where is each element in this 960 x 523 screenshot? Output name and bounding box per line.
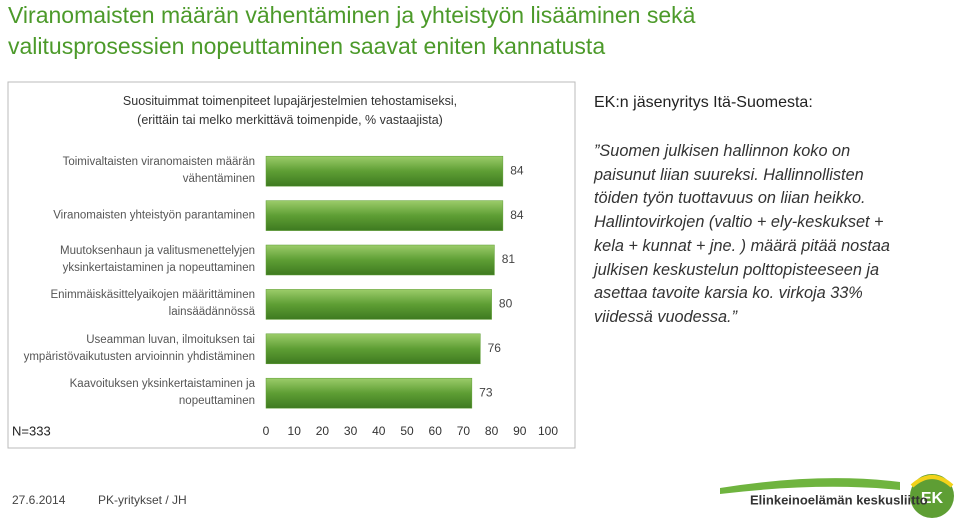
- logo-text: EK: [921, 490, 944, 507]
- chart-title: Suosituimmat toimenpiteet lupajärjestelm…: [122, 94, 458, 127]
- x-tick-label: 100: [538, 424, 558, 438]
- value-label: 84: [510, 208, 524, 222]
- category-label: Enimmäiskäsittelyaikojen määrittäminen l…: [50, 289, 255, 319]
- value-label: 84: [510, 163, 524, 177]
- x-tick-label: 10: [288, 424, 302, 438]
- x-tick-label: 50: [400, 424, 414, 438]
- quote-text: ”Suomen julkisen hallinnon koko on paisu…: [594, 142, 890, 326]
- bar: [265, 333, 481, 365]
- x-tick-label: 40: [372, 424, 386, 438]
- quote-heading: EK:n jäsenyritys Itä-Suomesta:: [594, 94, 813, 111]
- x-tick-label: 30: [344, 424, 358, 438]
- value-label: 80: [499, 297, 513, 311]
- x-tick-label: 60: [429, 424, 443, 438]
- bar: [265, 200, 504, 231]
- logo-swoosh: [720, 478, 900, 494]
- bar: [265, 244, 495, 276]
- footer-date: 27.6.2014: [12, 493, 66, 507]
- category-label: Viranomaisten yhteistyön parantaminen: [53, 209, 255, 222]
- x-tick-label: 70: [457, 424, 471, 438]
- x-tick-label: 20: [316, 424, 330, 438]
- category-label: Muutoksenhaun ja valitusmenettelyjen yks…: [60, 245, 255, 274]
- note: N=333: [12, 423, 51, 438]
- x-tick-label: 90: [513, 424, 527, 438]
- category-label: Useamman luvan, ilmoituksen tai ympärist…: [23, 333, 255, 363]
- bar: [265, 155, 504, 187]
- footer-org: Elinkeinoelämän keskusliitto: [750, 492, 928, 507]
- bar: [265, 377, 473, 409]
- x-tick-label: 80: [485, 424, 499, 438]
- bar: [265, 289, 492, 320]
- category-label: Kaavoituksen yksinkertaistaminen ja nope…: [69, 378, 255, 408]
- x-tick-label: 0: [263, 424, 270, 438]
- value-label: 73: [479, 385, 493, 399]
- category-label: Toimivaltaisten viranomaisten määrän väh…: [62, 156, 255, 186]
- logo-circle: [910, 474, 954, 518]
- logo-arc: [910, 475, 954, 488]
- value-label: 76: [488, 341, 502, 355]
- value-label: 81: [502, 252, 516, 266]
- footer-author: PK-yritykset / JH: [98, 493, 187, 507]
- slide-title: Viranomaisten määrän vähentäminen ja yht…: [8, 2, 696, 59]
